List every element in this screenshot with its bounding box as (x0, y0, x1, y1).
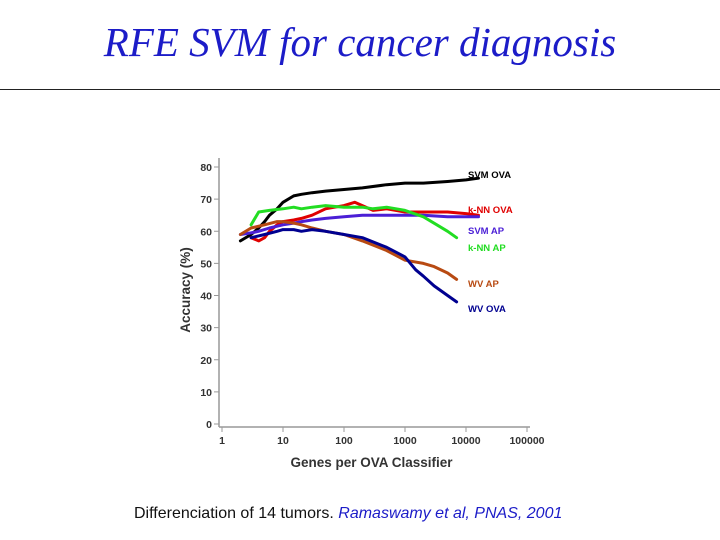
y-tick-label: 40 (200, 291, 212, 303)
legend-label-k-nn-ova: k-NN OVA (468, 205, 513, 216)
x-tick-label: 10 (277, 435, 289, 447)
title-divider (0, 89, 720, 90)
legend-label-svm-ova: SVM OVA (468, 170, 511, 181)
legend-label-svm-ap: SVM AP (468, 226, 505, 237)
y-tick-label: 80 (200, 162, 212, 174)
caption-reference: Ramaswamy et al, PNAS, 2001 (338, 505, 563, 522)
y-tick-label: 30 (200, 323, 212, 335)
chart-series (238, 176, 480, 304)
series-line-wv-ova (249, 228, 459, 304)
series-line-svm-ova (238, 176, 480, 243)
x-tick-label: 100 (335, 435, 353, 447)
y-tick-label: 70 (200, 194, 212, 206)
x-axis-title: Genes per OVA Classifier (290, 455, 453, 470)
slide-title: RFE SVM for cancer diagnosis (103, 19, 617, 65)
legend-label-wv-ap: WV AP (468, 279, 499, 290)
slide-caption: Differenciation of 14 tumors. Ramaswamy … (134, 505, 562, 523)
y-tick-label: 10 (200, 387, 212, 399)
x-tick-label: 1 (219, 435, 225, 447)
y-tick-label: 60 (200, 226, 212, 238)
caption-text: Differenciation of 14 tumors. (134, 505, 334, 522)
x-tick-label: 1000 (393, 435, 417, 447)
y-tick-label: 20 (200, 355, 212, 367)
chart-legend: SVM OVA k-NN OVA SVM AP k-NN AP WV AP WV OVA (468, 170, 513, 315)
x-tick-label: 100000 (509, 435, 544, 447)
y-axis-title: Accuracy (%) (178, 247, 193, 333)
x-tick-label: 10000 (451, 435, 480, 447)
legend-label-k-nn-ap: k-NN AP (468, 243, 506, 254)
series-line-k-nn-ap (249, 204, 459, 240)
y-tick-label: 0 (206, 419, 212, 431)
legend-label-wv-ova: WV OVA (468, 304, 506, 315)
y-tick-label: 50 (200, 258, 212, 270)
chart-axes: 0 10 20 30 40 50 60 70 80 1 10 100 1000 10000 100000 Ge… (178, 158, 545, 470)
series-line-svm-ap (238, 213, 480, 236)
